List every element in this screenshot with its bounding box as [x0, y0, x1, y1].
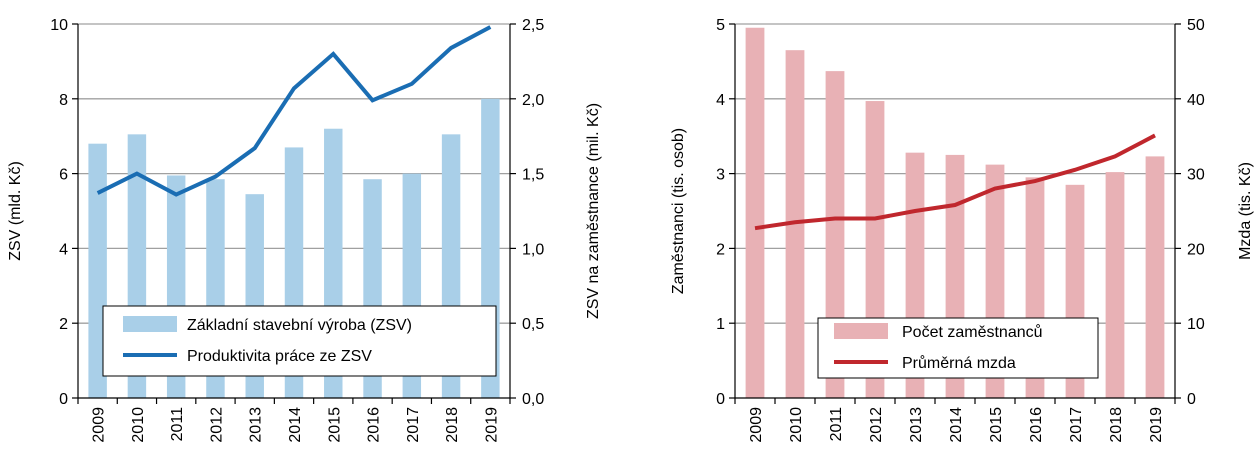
series-line [754, 133, 1156, 231]
x-tick-label: 2013 [908, 407, 925, 443]
y-tick-label-right: 1,5 [522, 167, 544, 184]
bar [1145, 156, 1165, 398]
y-tick-label-left: 2 [716, 241, 725, 258]
y-tick-label-right: 20 [1187, 241, 1205, 258]
y-tick-label-right: 2,0 [522, 92, 544, 109]
y-tick-label-left: 8 [59, 92, 68, 109]
chart-1: 0 2 4 6 8 10 0,0 0,5 1,0 1,5 2,0 2,5 2009 2010 2011 201… [7, 17, 602, 443]
y-tick-label-right: 50 [1187, 17, 1205, 34]
y-axis-label-right: ZSV na zaměstnance (mil. Kč) [585, 103, 602, 319]
bar [88, 143, 107, 398]
x-tick-label: 2019 [483, 407, 500, 443]
bar [745, 27, 765, 399]
y-tick-label-right: 40 [1187, 92, 1205, 109]
bar [825, 71, 845, 399]
y-axis-label-left: Zaměstnanci (tis. osob) [670, 128, 687, 294]
legend-bar-swatch [123, 316, 177, 332]
y-tick-label-right: 0,0 [522, 391, 544, 408]
legend-label-line: Průměrná mzda [902, 354, 1016, 372]
x-tick-label: 2015 [326, 407, 343, 443]
y-tick-label-left: 0 [716, 391, 725, 408]
x-tick-label: 2011 [169, 407, 186, 442]
legend: Základní stavební výroba (ZSV) Produktivi… [102, 305, 497, 377]
y-tick-label-left: 4 [716, 92, 725, 109]
x-tick-label: 2012 [868, 407, 885, 443]
y-tick-label-right: 1,0 [522, 241, 544, 258]
y-tick-label-left: 1 [716, 316, 725, 333]
x-tick-label: 2012 [208, 407, 225, 443]
x-tick-label: 2009 [748, 407, 765, 443]
legend-label-bars: Základní stavební výroba (ZSV) [187, 317, 412, 334]
x-tick-label: 2010 [130, 407, 147, 443]
x-tick-label: 2016 [366, 407, 383, 443]
legend-label-line: Produktivita práce ze ZSV [187, 348, 372, 365]
bar [1105, 172, 1125, 398]
y-tick-label-left: 2 [59, 316, 68, 333]
x-tick-label: 2017 [405, 407, 422, 443]
y-tick-label-left: 6 [59, 167, 68, 184]
y-tick-label-left: 4 [59, 241, 68, 258]
x-tick-label: 2018 [1108, 407, 1125, 443]
legend-bar-swatch [834, 323, 888, 339]
y-axis-label-left: ZSV (mld. Kč) [7, 161, 24, 261]
x-tick-label: 2019 [1148, 407, 1165, 443]
y-tick-label-right: 10 [1187, 316, 1205, 333]
y-tick-label-right: 0 [1187, 391, 1196, 408]
y-tick-label-left: 3 [716, 167, 725, 184]
y-tick-label-right: 0,5 [522, 316, 544, 333]
x-tick-label: 2009 [91, 407, 108, 443]
x-tick-label: 2014 [948, 407, 965, 443]
y-tick-label-right: 2,5 [522, 17, 544, 34]
x-tick-label: 2014 [287, 407, 304, 443]
legend-label-bars: Počet zaměstnanců [902, 323, 1043, 341]
y-tick-label-left: 0 [59, 391, 68, 408]
x-tick-label: 2017 [1068, 407, 1085, 443]
y-axis-label-right: Mzda (tis. Kč) [1237, 162, 1254, 260]
y-tick-label-left: 5 [716, 17, 725, 34]
series-line [96, 25, 492, 197]
x-tick-label: 2016 [1028, 407, 1045, 443]
legend: Počet zaměstnanců Průměrná mzda [817, 317, 1099, 379]
x-tick-label: 2011 [828, 407, 845, 442]
y-tick-label-left: 10 [50, 17, 68, 34]
x-tick-label: 2013 [248, 407, 265, 443]
x-tick-label: 2018 [444, 407, 461, 443]
x-tick-label: 2015 [988, 407, 1005, 443]
x-tick-label: 2010 [788, 407, 805, 443]
y-tick-label-right: 30 [1187, 167, 1205, 184]
